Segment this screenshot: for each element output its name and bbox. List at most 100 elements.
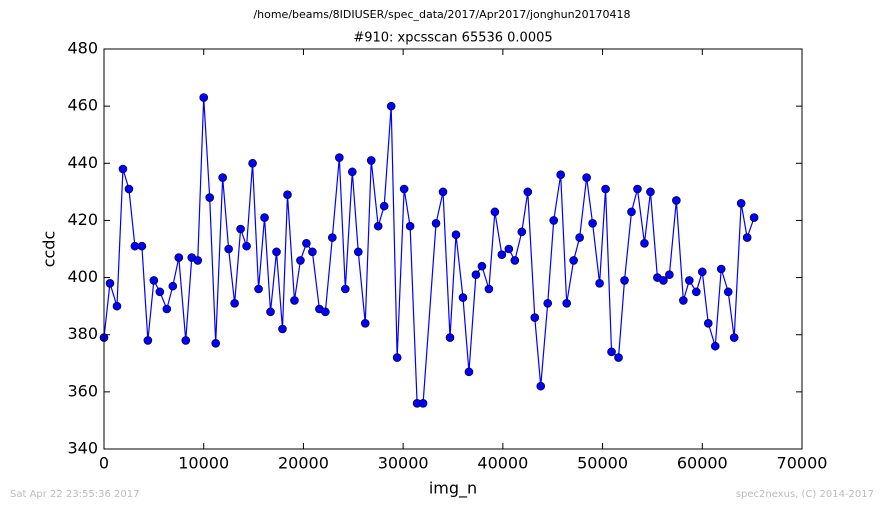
x-tick-label: 0	[99, 454, 109, 473]
data-point	[418, 398, 428, 408]
x-tick-label: 60000	[677, 454, 728, 473]
y-tick-label: 400	[67, 267, 98, 286]
suptitle: /home/beams/8IDIUSER/spec_data/2017/Apr2…	[253, 8, 630, 21]
data-point	[633, 184, 642, 194]
data-point	[588, 218, 597, 228]
data-point	[458, 293, 468, 302]
data-point	[399, 184, 409, 194]
data-point	[556, 170, 565, 180]
data-point	[290, 296, 299, 305]
y-tick-label: 420	[67, 210, 98, 229]
data-point	[149, 276, 159, 285]
data-point	[477, 261, 487, 271]
data-point	[162, 304, 172, 314]
data-point	[627, 207, 636, 217]
y-tick-label: 460	[67, 96, 98, 115]
data-point	[710, 341, 720, 351]
data-point	[341, 284, 350, 294]
y-tick-label: 480	[67, 39, 98, 58]
data-point	[335, 153, 344, 162]
data-point	[431, 218, 441, 228]
data-point	[321, 307, 330, 317]
data-point	[360, 318, 370, 328]
data-point	[646, 187, 655, 197]
data-point	[640, 238, 649, 248]
data-point	[736, 198, 746, 208]
y-axis-label: ccdc	[40, 231, 59, 268]
data-point	[174, 253, 184, 262]
x-tick-label: 40000	[477, 454, 528, 473]
y-tick-label: 440	[67, 153, 98, 172]
y-tick-label: 380	[67, 324, 98, 343]
data-point	[445, 333, 455, 342]
data-point	[703, 318, 713, 328]
data-point	[112, 301, 122, 311]
data-point	[536, 381, 546, 391]
data-point	[484, 284, 494, 294]
data-point	[347, 167, 357, 177]
data-point	[510, 256, 520, 265]
data-point	[254, 284, 263, 294]
data-point	[530, 313, 540, 322]
data-point	[236, 224, 245, 234]
data-point	[451, 230, 461, 240]
data-point	[296, 256, 305, 265]
footer-left: Sat Apr 22 23:55:36 2017	[10, 489, 140, 500]
data-point	[266, 307, 275, 317]
data-point	[230, 298, 239, 308]
data-point	[242, 241, 251, 251]
x-tick-label: 70000	[777, 454, 828, 473]
data-point	[679, 296, 688, 305]
data-point	[523, 187, 533, 197]
chart-title: #910: xpcsscan 65536 0.0005	[353, 31, 552, 46]
data-point	[155, 287, 165, 297]
data-point	[595, 278, 604, 288]
data-point	[260, 213, 269, 222]
data-point	[543, 298, 553, 308]
data-point	[742, 233, 752, 242]
data-point	[562, 298, 571, 308]
data-point	[659, 276, 668, 285]
data-point	[379, 201, 389, 211]
data-point	[302, 238, 311, 248]
data-point	[549, 216, 559, 225]
data-point	[137, 241, 147, 251]
data-point	[517, 227, 527, 237]
data-point	[199, 93, 209, 102]
data-point	[248, 158, 257, 168]
data-point	[601, 184, 610, 194]
data-point	[685, 276, 694, 285]
x-tick-label: 10000	[178, 454, 229, 473]
data-point	[729, 333, 739, 342]
footer-right: spec2nexus, (C) 2014-2017	[736, 489, 874, 500]
x-tick-label: 50000	[577, 454, 628, 473]
plot-frame	[103, 48, 803, 450]
data-point	[438, 187, 448, 197]
data-point	[665, 270, 674, 280]
y-tick-label: 360	[67, 381, 98, 400]
data-point	[283, 190, 292, 200]
data-point	[614, 353, 623, 362]
data-point	[392, 353, 402, 362]
data-point	[353, 247, 363, 257]
data-point	[723, 287, 733, 297]
data-point	[181, 336, 191, 345]
data-point	[278, 324, 287, 334]
data-point	[105, 278, 115, 288]
data-point	[490, 207, 500, 217]
data-point	[575, 233, 584, 242]
data-point	[328, 233, 337, 242]
data-point	[168, 281, 178, 291]
data-point	[405, 221, 415, 231]
data-point	[366, 156, 376, 165]
data-point	[464, 367, 474, 377]
data-point	[205, 193, 214, 202]
data-point	[272, 247, 281, 257]
x-axis-label: img_n	[429, 479, 477, 499]
data-point	[697, 267, 707, 277]
data-point	[504, 244, 514, 254]
data-point	[716, 264, 726, 274]
data-point	[497, 250, 507, 260]
data-point	[386, 101, 396, 111]
